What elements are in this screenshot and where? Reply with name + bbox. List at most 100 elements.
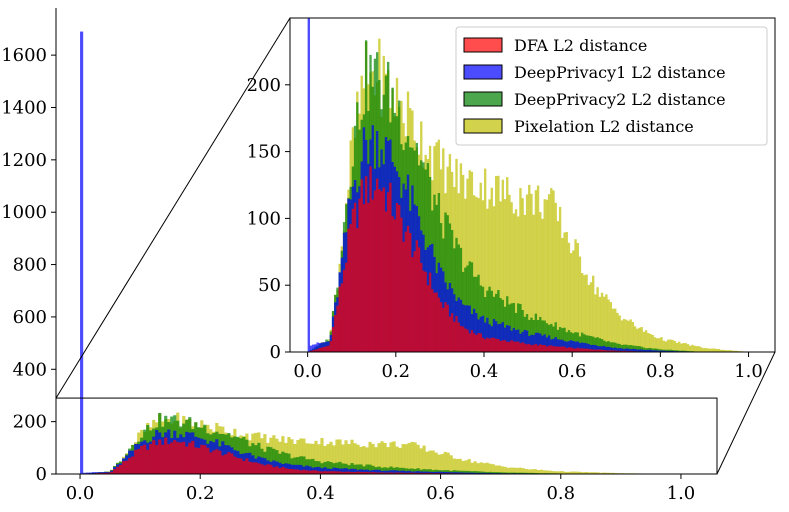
bar	[678, 341, 681, 352]
bar	[607, 341, 610, 352]
bar	[194, 447, 198, 474]
bar	[497, 290, 500, 352]
legend-swatch	[463, 64, 503, 80]
bar	[347, 444, 351, 474]
bar	[611, 347, 615, 352]
bar	[422, 472, 426, 474]
bar	[428, 469, 432, 474]
bar	[410, 468, 414, 474]
bar	[618, 348, 621, 352]
bar	[351, 208, 355, 352]
bar	[316, 349, 319, 352]
bar	[143, 444, 147, 474]
bar	[92, 472, 96, 474]
bar	[572, 250, 575, 352]
bar	[125, 460, 129, 474]
main-x-tick-label: 0.8	[546, 483, 575, 504]
bar	[281, 466, 285, 474]
bar	[576, 243, 579, 352]
bar	[722, 349, 725, 352]
bar	[477, 333, 480, 352]
bar	[622, 350, 626, 352]
bar	[375, 178, 379, 352]
bar	[389, 470, 393, 474]
bar	[377, 469, 381, 474]
bar	[594, 294, 597, 352]
bar	[600, 339, 604, 352]
bar	[633, 326, 637, 352]
bar	[543, 334, 546, 352]
bar	[386, 472, 390, 474]
bar	[622, 344, 626, 352]
bar	[556, 221, 560, 352]
bar	[556, 339, 560, 352]
bar	[609, 347, 613, 352]
bar	[368, 464, 372, 474]
bar	[629, 345, 632, 352]
bar	[155, 445, 159, 474]
legend-swatch	[463, 118, 503, 134]
bar	[407, 470, 411, 474]
bar	[308, 470, 312, 474]
bar	[392, 470, 396, 474]
main-y-tick-label: 1400	[1, 97, 47, 118]
bar	[444, 212, 447, 352]
bar	[528, 319, 531, 352]
bar	[607, 346, 610, 352]
bar	[311, 470, 315, 474]
bar	[475, 313, 478, 352]
bar	[434, 469, 438, 474]
bar	[404, 444, 408, 474]
bar	[459, 299, 463, 352]
bar	[543, 345, 546, 352]
main-y-tick-label: 1600	[1, 45, 47, 66]
bar	[545, 470, 549, 474]
bar	[170, 442, 174, 474]
bar	[536, 332, 540, 352]
bar	[356, 464, 360, 474]
bar	[83, 472, 87, 474]
bar	[359, 471, 363, 474]
bar	[191, 440, 195, 474]
bar	[497, 465, 501, 474]
bar	[140, 445, 144, 474]
bar	[497, 175, 500, 352]
bar	[503, 466, 507, 474]
bar	[325, 346, 328, 352]
bar	[545, 337, 549, 352]
bar	[470, 171, 474, 352]
bar	[329, 341, 333, 352]
bar	[227, 452, 231, 474]
bar	[488, 324, 491, 352]
bar	[557, 471, 561, 474]
bar	[360, 179, 363, 352]
bar	[215, 449, 219, 474]
bar	[673, 340, 676, 352]
bar	[384, 211, 388, 352]
bar	[458, 458, 462, 474]
bar	[365, 447, 369, 474]
bar	[245, 458, 249, 474]
bar	[490, 187, 493, 352]
bar	[616, 350, 619, 352]
bar	[653, 350, 657, 352]
bar	[530, 469, 534, 474]
bar	[380, 467, 384, 474]
bar	[547, 335, 551, 352]
bar	[488, 286, 491, 352]
bar	[590, 472, 594, 474]
bar	[380, 191, 383, 352]
bar	[495, 321, 498, 352]
bar	[188, 442, 192, 474]
bar	[618, 343, 621, 352]
bar	[594, 349, 597, 352]
bar	[350, 472, 354, 474]
bar	[302, 438, 306, 474]
bar	[658, 350, 661, 352]
main-y-tick-label: 200	[13, 412, 47, 433]
bar	[521, 331, 524, 352]
bar	[464, 328, 467, 352]
bar	[625, 348, 628, 352]
bar	[398, 205, 401, 352]
bar	[616, 348, 619, 352]
